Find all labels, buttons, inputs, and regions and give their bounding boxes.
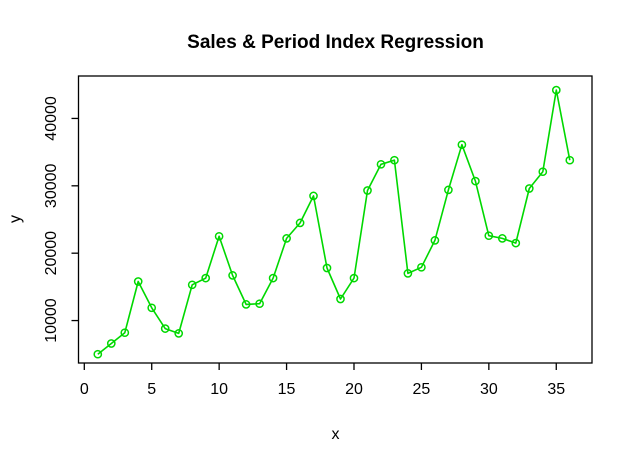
x-axis-title: x — [331, 426, 340, 443]
data-point — [511, 238, 521, 248]
data-point — [133, 277, 143, 286]
data-point — [565, 155, 575, 165]
data-point — [444, 185, 453, 195]
plot-box — [77, 75, 593, 364]
data-point — [241, 300, 251, 309]
data-point — [282, 234, 291, 243]
x-tick-label: 20 — [345, 381, 363, 398]
y-tick-label: 20000 — [43, 231, 60, 276]
y-axis-title: y — [7, 215, 24, 223]
data-point — [174, 329, 184, 338]
data-point — [228, 271, 237, 280]
data-point — [376, 159, 386, 169]
data-point — [187, 280, 197, 290]
data-point — [403, 269, 413, 278]
data-point — [106, 339, 116, 348]
x-tick-label: 30 — [480, 381, 498, 398]
data-point — [484, 231, 494, 241]
chart-title: Sales & Period Index Regression — [187, 32, 484, 53]
data-point — [309, 191, 318, 201]
data-point — [147, 303, 157, 313]
data-point — [471, 176, 480, 186]
data-point — [120, 328, 130, 338]
data-point — [93, 349, 103, 359]
data-point — [201, 273, 211, 283]
y-tick-label: 40000 — [43, 96, 60, 141]
data-point — [336, 294, 345, 304]
x-tick-label: 25 — [413, 381, 431, 398]
data-point — [430, 236, 440, 245]
x-tick-label: 35 — [547, 381, 565, 398]
data-point — [551, 85, 561, 95]
data-point — [497, 234, 507, 243]
data-point — [363, 186, 372, 195]
data-point — [268, 273, 278, 283]
data-point — [524, 184, 534, 193]
x-tick-label: 15 — [278, 381, 296, 398]
y-tick-label: 10000 — [43, 298, 60, 343]
data-point — [417, 262, 426, 272]
data-point — [349, 273, 359, 283]
data-point — [214, 231, 224, 241]
data-point — [322, 263, 332, 273]
y-tick-label: 30000 — [43, 163, 60, 208]
x-tick-label: 0 — [80, 381, 89, 398]
data-point — [255, 299, 264, 309]
data-point — [538, 167, 548, 177]
series-line — [97, 89, 571, 355]
data-point — [160, 324, 170, 333]
x-tick-label: 5 — [147, 381, 156, 398]
data-point — [390, 155, 399, 165]
data-point — [295, 218, 305, 228]
x-tick-label: 10 — [210, 381, 228, 398]
data-point — [457, 140, 467, 150]
